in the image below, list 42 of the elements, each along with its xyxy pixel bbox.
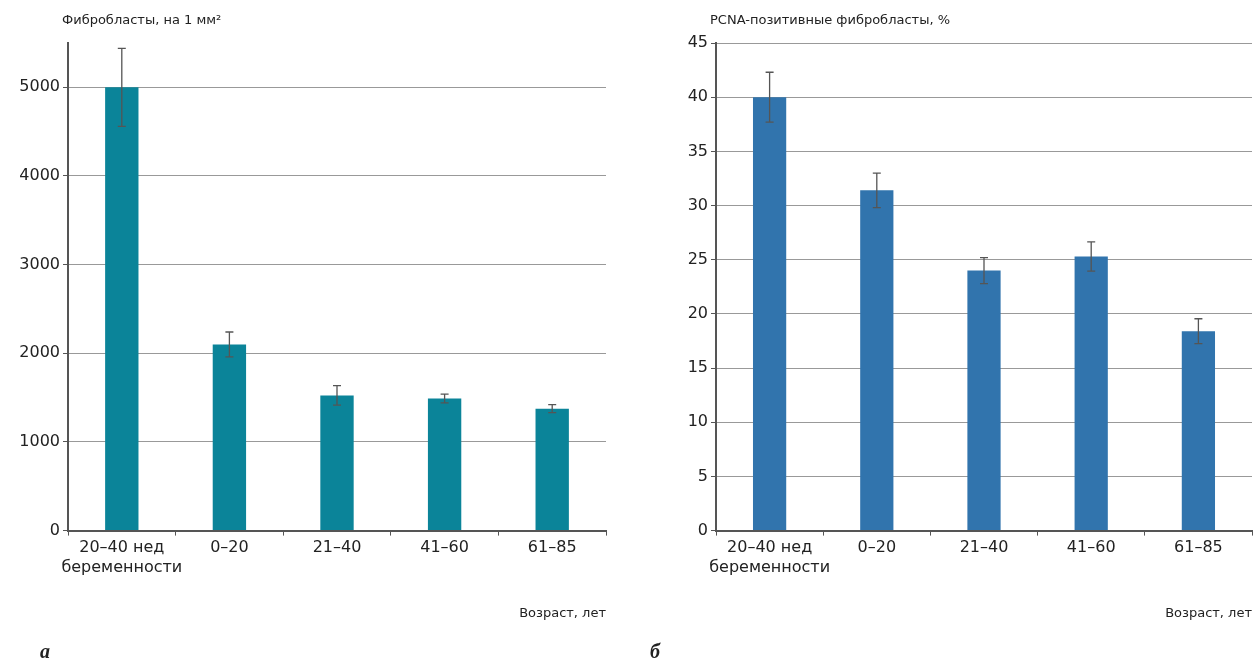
bar: [427, 398, 462, 531]
x-tick-label: 0–20: [857, 537, 897, 557]
y-axis-title: PCNA-позитивные фибробласты, %: [710, 12, 951, 27]
y-tick-label: 5000: [19, 76, 60, 96]
bar: [967, 270, 1001, 531]
x-tick-label: 41–60: [1066, 537, 1116, 557]
y-tick-label: 4000: [19, 165, 60, 185]
text: а: [40, 640, 50, 663]
y-tick-label: 0: [697, 519, 708, 539]
x-tick-label: 21–40: [959, 537, 1009, 557]
x-tick-label: 20–40 нед беременности: [61, 537, 183, 576]
x-tick-label: 0–20: [210, 537, 249, 557]
x-tick-label: 21–40: [312, 537, 362, 557]
y-tick-label: 5: [697, 465, 708, 485]
y-tick-label: 1000: [19, 431, 60, 451]
x-tick-label: 41–60: [420, 537, 469, 557]
y-axis-title: Фибробласты, на 1 мм²: [62, 12, 222, 27]
y-tick-label: 30: [687, 194, 708, 214]
x-axis-title: Возраст, лет: [1165, 605, 1252, 620]
y-tick-label: 2000: [19, 342, 60, 362]
bar: [212, 344, 247, 531]
x-tick-label: 20–40 нед беременности: [709, 537, 831, 576]
x-axis-title: Возраст, лет: [519, 605, 606, 620]
y-tick-label: 45: [687, 32, 708, 52]
text: б: [650, 640, 660, 663]
x-tick-label: 61–85: [527, 537, 577, 557]
bar: [860, 190, 894, 531]
bar: [1181, 331, 1216, 531]
bar: [752, 97, 787, 531]
y-tick-label: 15: [687, 357, 708, 377]
y-tick-label: 20: [687, 303, 708, 323]
y-tick-label: 3000: [19, 253, 60, 273]
bar: [105, 87, 139, 531]
y-tick-label: 0: [49, 519, 60, 539]
bar: [535, 408, 569, 531]
x-tick-label: 61–85: [1174, 537, 1223, 557]
bar: [320, 395, 354, 531]
y-tick-label: 25: [687, 248, 708, 268]
y-tick-label: 10: [687, 411, 708, 431]
bar: [1074, 256, 1108, 531]
y-tick-label: 40: [687, 86, 708, 106]
y-tick-label: 35: [687, 140, 708, 160]
